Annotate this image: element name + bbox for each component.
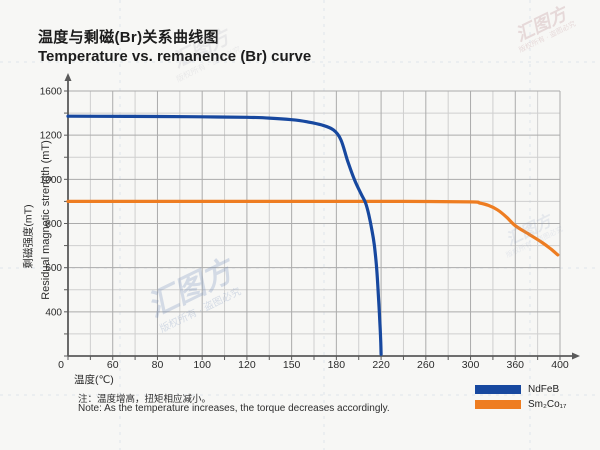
legend-item-sm2co17: Sm₂Co₁₇ (475, 397, 566, 412)
y-tick-label: 1000 (40, 175, 63, 186)
legend-label-sm2co17: Sm₂Co₁₇ (528, 399, 567, 410)
x-tick-label: 220 (372, 359, 390, 371)
x-tick-label: 260 (417, 359, 435, 371)
y-tick-label: 800 (45, 219, 62, 230)
y-axis-arrow (64, 73, 72, 81)
page-title-zh: 温度与剩磁(Br)关系曲线图 (38, 29, 219, 46)
x-axis-title: 温度(℃) (74, 374, 114, 386)
x-tick-label: 400 (551, 359, 569, 371)
legend: NdFeB Sm₂Co₁₇ (475, 382, 566, 412)
x-tick-label: 360 (507, 359, 525, 371)
legend-item-ndfeb: NdFeB (475, 382, 566, 397)
x-tick-label: 100 (193, 359, 211, 371)
x-tick-label: 120 (238, 359, 256, 371)
curve-smco (66, 199, 560, 257)
legend-swatch-sm2co17 (475, 400, 521, 409)
note-zh: 注：温度增高，扭矩相应减小。 (78, 394, 212, 405)
x-tick-label: 180 (328, 359, 346, 371)
y-tick-label: 1600 (40, 87, 63, 98)
page-title-en: Temperature vs. remanence (Br) curve (38, 48, 312, 65)
x-tick-label: 300 (462, 359, 480, 371)
legend-swatch-ndfeb (475, 385, 521, 394)
curve-ndfeb (66, 114, 383, 356)
y-tick-label: 1200 (40, 131, 63, 142)
x-tick-label: 80 (152, 359, 164, 371)
y-tick-label: 400 (45, 307, 62, 318)
x-tick-label: 0 (58, 359, 64, 371)
note-en: Note: As the temperature increases, the … (78, 403, 390, 414)
x-tick-label: 150 (283, 359, 301, 371)
legend-label-ndfeb: NdFeB (528, 384, 560, 395)
y-tick-label: 600 (45, 263, 62, 274)
x-tick-label: 60 (107, 359, 119, 371)
x-axis-arrow (572, 352, 580, 360)
